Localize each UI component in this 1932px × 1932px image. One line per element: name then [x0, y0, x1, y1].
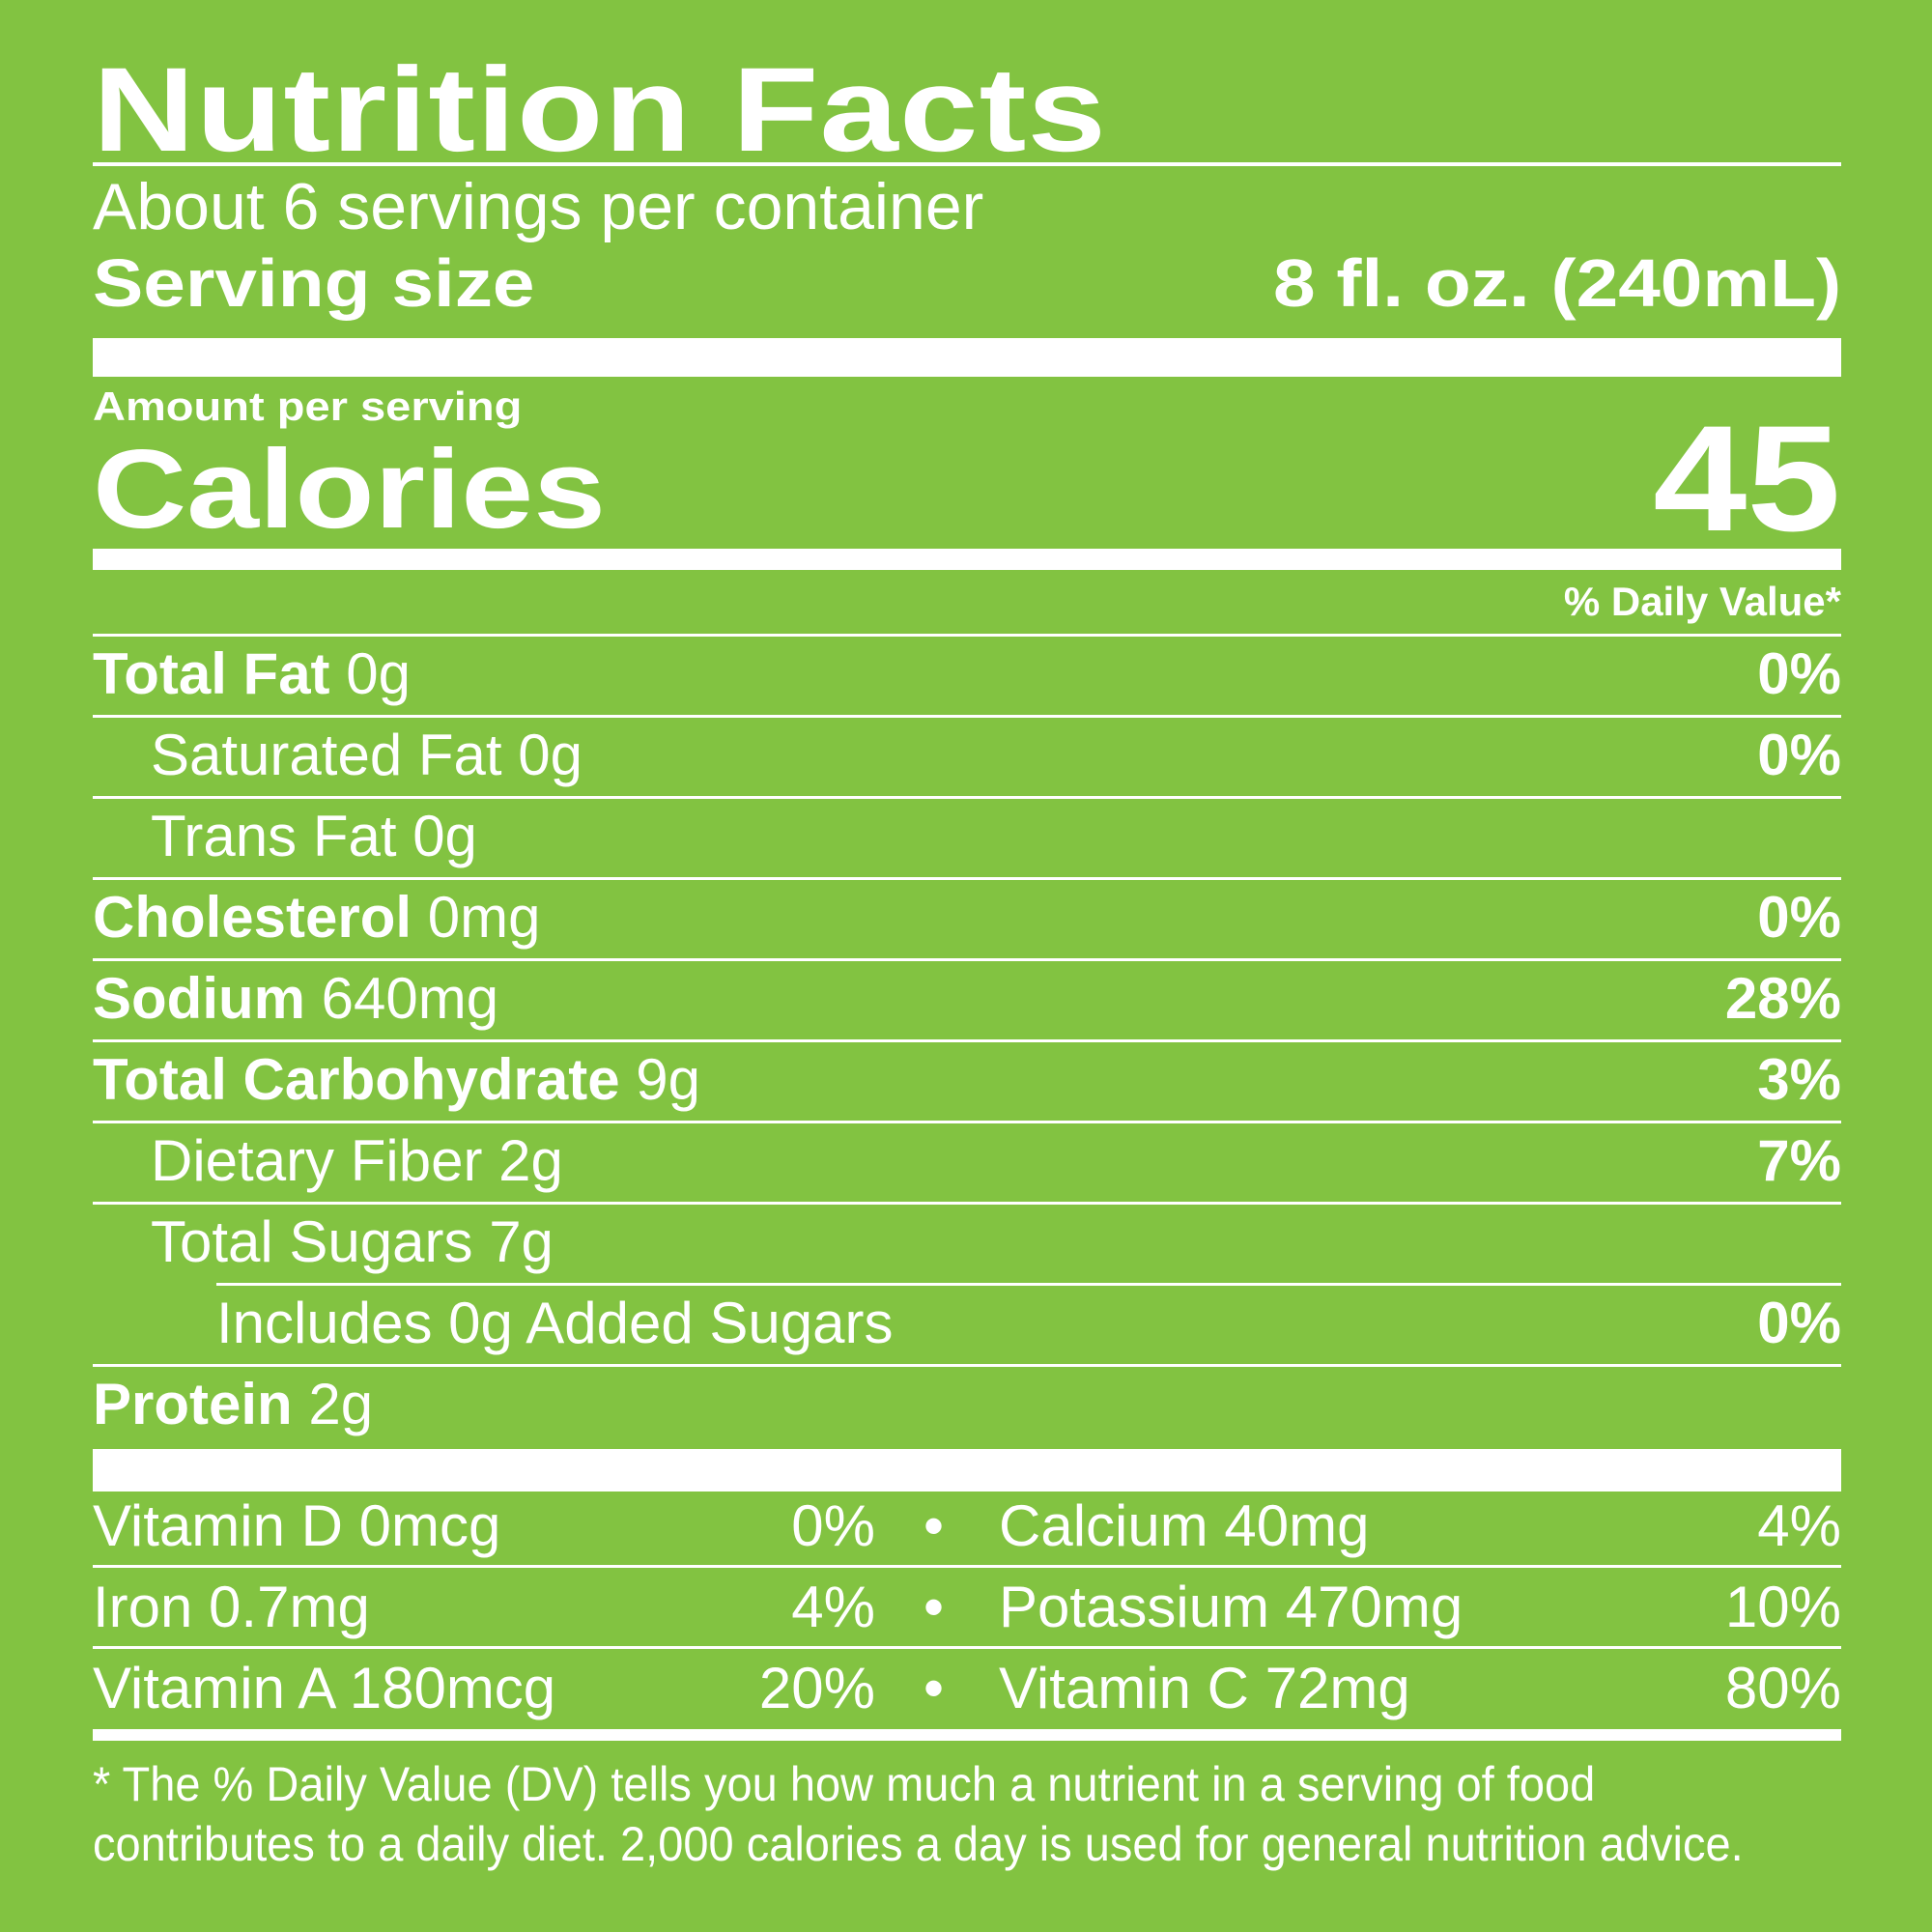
- thick-rule-vitamins: [93, 1449, 1841, 1492]
- nutrient-row-trans-fat: Trans Fat 0g: [93, 808, 1841, 866]
- nutrient-dv: 7%: [1757, 1128, 1841, 1193]
- footnote-line-2: contributes to a daily diet. 2,000 calor…: [93, 1817, 1744, 1871]
- nutrient-amount: 0g: [518, 723, 582, 787]
- nutrient-name: Total Fat 0g: [93, 645, 411, 703]
- serving-size-label: Serving size: [93, 245, 535, 321]
- nutrient-amount: 0mg: [427, 885, 541, 950]
- row-divider-added-sugars: [216, 1283, 1841, 1286]
- nutrient-dv: 3%: [1757, 1047, 1841, 1112]
- calories-label: Calories: [93, 426, 607, 552]
- nutrient-name: Sodium 640mg: [93, 970, 498, 1028]
- thick-rule-calories: [93, 549, 1841, 570]
- nutrient-row-total-sugars: Total Sugars 7g: [93, 1213, 1841, 1271]
- vitamin-left-name: Vitamin D 0mcg: [93, 1493, 501, 1558]
- nutrient-dv: 0%: [1757, 723, 1841, 787]
- row-divider: [93, 796, 1841, 799]
- vitamin-right-dv: 10%: [1724, 1575, 1841, 1639]
- nutrient-name: Total Sugars 7g: [151, 1213, 554, 1271]
- row-divider: [93, 877, 1841, 880]
- nutrient-amount: 2g: [308, 1372, 374, 1436]
- nutrient-row-total-fat: Total Fat 0g 0%: [93, 645, 1841, 703]
- nutrient-amount: 640mg: [321, 966, 499, 1031]
- dv-header-rule: [93, 634, 1841, 637]
- nutrient-label: Saturated Fat: [151, 723, 502, 787]
- nutrient-amount: 0g: [412, 804, 477, 868]
- bullet-separator: •: [923, 1656, 945, 1720]
- title-rule: [93, 162, 1841, 166]
- vitamin-right-name: Vitamin C 72mg: [999, 1656, 1410, 1720]
- nutrient-row-sodium: Sodium 640mg 28%: [93, 970, 1841, 1028]
- vitamin-row: Vitamin A 180mcg 20% • Vitamin C 72mg 80…: [93, 1660, 1841, 1718]
- bullet-separator: •: [923, 1575, 945, 1639]
- nutrient-label: Sodium: [93, 966, 305, 1031]
- nutrient-row-cholesterol: Cholesterol 0mg 0%: [93, 889, 1841, 947]
- vitamin-right-dv: 4%: [1757, 1493, 1841, 1558]
- vitamin-left-dv: 4%: [791, 1575, 875, 1639]
- nutrient-dv: 28%: [1724, 966, 1841, 1031]
- nutrient-label: Protein: [93, 1372, 293, 1436]
- calories-value: 45: [1653, 395, 1841, 563]
- vitamin-left-dv: 0%: [791, 1493, 875, 1558]
- nutrient-label: Trans Fat: [151, 804, 397, 868]
- servings-per-container: About 6 servings per container: [93, 170, 984, 243]
- nutrient-name: Saturated Fat 0g: [151, 726, 582, 784]
- nutrient-label: Cholesterol: [93, 885, 412, 950]
- nutrient-label: Total Carbohydrate: [93, 1047, 620, 1112]
- label-title: Nutrition Facts: [93, 43, 1108, 177]
- bullet-separator: •: [923, 1493, 945, 1558]
- nutrient-label: Includes 0g Added Sugars: [216, 1291, 894, 1355]
- row-divider: [93, 1121, 1841, 1123]
- nutrient-name: Protein 2g: [93, 1376, 373, 1434]
- nutrient-row-total-carbohydrate: Total Carbohydrate 9g 3%: [93, 1051, 1841, 1109]
- nutrient-row-protein: Protein 2g: [93, 1376, 1841, 1434]
- row-divider: [93, 1039, 1841, 1042]
- nutrient-row-added-sugars: Includes 0g Added Sugars 0%: [93, 1294, 1841, 1352]
- nutrient-name: Trans Fat 0g: [151, 808, 477, 866]
- row-divider: [93, 715, 1841, 718]
- row-divider: [93, 958, 1841, 961]
- row-divider: [93, 1565, 1841, 1568]
- nutrient-row-dietary-fiber: Dietary Fiber 2g 7%: [93, 1132, 1841, 1190]
- thick-rule-top: [93, 338, 1841, 377]
- nutrient-dv: 0%: [1757, 641, 1841, 706]
- vitamin-left-dv: 20%: [758, 1656, 875, 1720]
- amount-per-serving: Amount per serving: [93, 384, 523, 429]
- nutrient-amount: 2g: [498, 1128, 563, 1193]
- nutrient-amount: 9g: [636, 1047, 701, 1112]
- vitamin-row: Vitamin D 0mcg 0% • Calcium 40mg 4%: [93, 1497, 1841, 1555]
- nutrient-label: Total Sugars: [151, 1209, 473, 1274]
- vitamin-right-name: Calcium 40mg: [999, 1493, 1370, 1558]
- nutrient-dv: 0%: [1757, 1291, 1841, 1355]
- vitamin-row: Iron 0.7mg 4% • Potassium 470mg 10%: [93, 1578, 1841, 1636]
- nutrient-row-saturated-fat: Saturated Fat 0g 0%: [93, 726, 1841, 784]
- nutrient-amount: 7g: [489, 1209, 554, 1274]
- nutrient-dv: 0%: [1757, 885, 1841, 950]
- vitamin-left-name: Vitamin A 180mcg: [93, 1656, 556, 1720]
- row-divider: [93, 1364, 1841, 1367]
- vitamin-right-dv: 80%: [1724, 1656, 1841, 1720]
- nutrient-name: Dietary Fiber 2g: [151, 1132, 563, 1190]
- nutrient-name: Cholesterol 0mg: [93, 889, 540, 947]
- nutrient-amount: 0g: [346, 641, 411, 706]
- vitamin-right-name: Potassium 470mg: [999, 1575, 1463, 1639]
- nutrient-label: Total Fat: [93, 641, 330, 706]
- thick-rule-footnote: [93, 1729, 1841, 1741]
- nutrient-name: Includes 0g Added Sugars: [216, 1294, 894, 1352]
- nutrition-facts-panel: Nutrition Facts About 6 servings per con…: [93, 0, 1841, 1932]
- daily-value-header: % Daily Value*: [1563, 579, 1841, 624]
- nutrient-name: Total Carbohydrate 9g: [93, 1051, 700, 1109]
- footnote-line-1: * The % Daily Value (DV) tells you how m…: [93, 1757, 1596, 1811]
- row-divider: [93, 1646, 1841, 1649]
- row-divider: [93, 1202, 1841, 1205]
- vitamin-left-name: Iron 0.7mg: [93, 1575, 370, 1639]
- nutrient-label: Dietary Fiber: [151, 1128, 483, 1193]
- serving-size-value: 8 fl. oz. (240mL): [1272, 245, 1841, 321]
